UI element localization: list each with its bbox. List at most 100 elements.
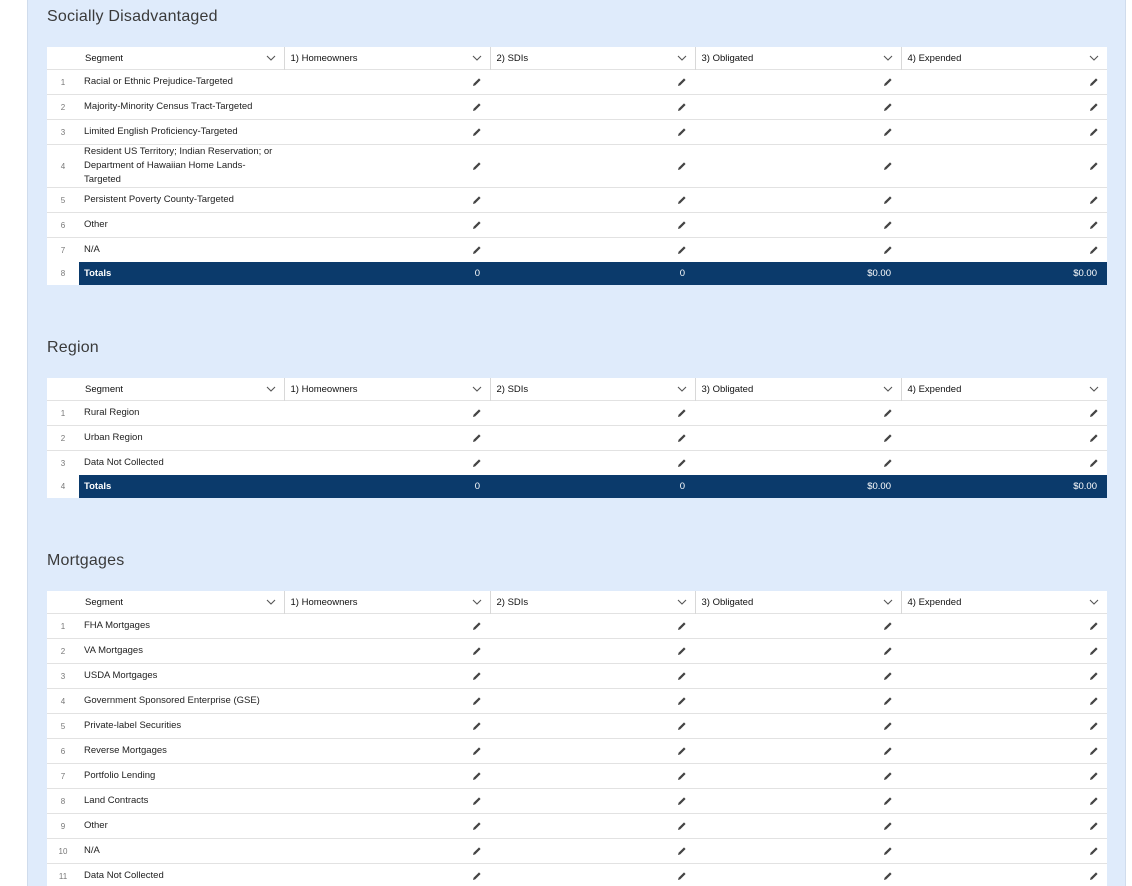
column-header[interactable]: 1) Homeowners xyxy=(283,591,490,614)
editable-cell[interactable] xyxy=(695,813,901,839)
editable-cell[interactable] xyxy=(901,763,1107,789)
editable-cell[interactable] xyxy=(284,400,490,426)
editable-cell[interactable] xyxy=(284,838,490,864)
editable-cell[interactable] xyxy=(284,212,490,238)
editable-cell[interactable] xyxy=(901,788,1107,814)
editable-cell[interactable] xyxy=(490,237,695,262)
column-header[interactable]: 1) Homeowners xyxy=(283,378,490,401)
editable-cell[interactable] xyxy=(901,663,1107,689)
column-header[interactable]: 1) Homeowners xyxy=(283,47,490,70)
editable-cell[interactable] xyxy=(490,788,695,814)
column-header[interactable]: 2) SDIs xyxy=(489,591,695,614)
editable-cell[interactable] xyxy=(695,212,901,238)
editable-cell[interactable] xyxy=(901,813,1107,839)
editable-cell[interactable] xyxy=(695,663,901,689)
editable-cell[interactable] xyxy=(490,738,695,764)
editable-cell[interactable] xyxy=(284,663,490,689)
column-header[interactable]: 4) Expended xyxy=(900,378,1107,401)
editable-cell[interactable] xyxy=(695,788,901,814)
editable-cell[interactable] xyxy=(490,69,695,95)
editable-cell[interactable] xyxy=(490,212,695,238)
editable-cell[interactable] xyxy=(490,613,695,639)
column-header[interactable]: Segment xyxy=(79,591,284,614)
editable-cell[interactable] xyxy=(284,688,490,714)
editable-cell[interactable] xyxy=(901,738,1107,764)
editable-cell[interactable] xyxy=(695,838,901,864)
editable-cell[interactable] xyxy=(284,187,490,213)
editable-cell[interactable] xyxy=(695,738,901,764)
column-header[interactable]: 3) Obligated xyxy=(694,591,901,614)
editable-cell[interactable] xyxy=(284,450,490,475)
editable-cell[interactable] xyxy=(901,94,1107,120)
editable-cell[interactable] xyxy=(901,688,1107,714)
editable-cell[interactable] xyxy=(284,613,490,639)
column-header[interactable]: 2) SDIs xyxy=(489,378,695,401)
column-header[interactable]: Segment xyxy=(79,378,284,401)
editable-cell[interactable] xyxy=(695,713,901,739)
editable-cell[interactable] xyxy=(490,400,695,426)
editable-cell[interactable] xyxy=(284,763,490,789)
editable-cell[interactable] xyxy=(901,838,1107,864)
editable-cell[interactable] xyxy=(695,119,901,145)
editable-cell[interactable] xyxy=(490,688,695,714)
editable-cell[interactable] xyxy=(490,713,695,739)
column-header[interactable]: 4) Expended xyxy=(900,591,1107,614)
column-header[interactable]: 3) Obligated xyxy=(694,378,901,401)
editable-cell[interactable] xyxy=(695,187,901,213)
editable-cell[interactable] xyxy=(901,187,1107,213)
editable-cell[interactable] xyxy=(490,144,695,188)
editable-cell[interactable] xyxy=(490,763,695,789)
editable-cell[interactable] xyxy=(901,119,1107,145)
editable-cell[interactable] xyxy=(284,813,490,839)
editable-cell[interactable] xyxy=(901,237,1107,262)
editable-cell[interactable] xyxy=(284,237,490,262)
editable-cell[interactable] xyxy=(695,144,901,188)
column-header[interactable]: 3) Obligated xyxy=(694,47,901,70)
editable-cell[interactable] xyxy=(284,713,490,739)
editable-cell[interactable] xyxy=(284,144,490,188)
editable-cell[interactable] xyxy=(901,450,1107,475)
column-header[interactable]: 4) Expended xyxy=(900,47,1107,70)
editable-cell[interactable] xyxy=(284,94,490,120)
editable-cell[interactable] xyxy=(284,638,490,664)
editable-cell[interactable] xyxy=(695,638,901,664)
editable-cell[interactable] xyxy=(695,613,901,639)
editable-cell[interactable] xyxy=(490,813,695,839)
editable-cell[interactable] xyxy=(901,638,1107,664)
editable-cell[interactable] xyxy=(695,69,901,95)
editable-cell[interactable] xyxy=(490,638,695,664)
editable-cell[interactable] xyxy=(284,69,490,95)
editable-cell[interactable] xyxy=(901,863,1107,886)
editable-cell[interactable] xyxy=(490,187,695,213)
editable-cell[interactable] xyxy=(695,425,901,451)
editable-cell[interactable] xyxy=(695,688,901,714)
editable-cell[interactable] xyxy=(695,94,901,120)
editable-cell[interactable] xyxy=(901,613,1107,639)
editable-cell[interactable] xyxy=(490,94,695,120)
editable-cell[interactable] xyxy=(284,788,490,814)
editable-cell[interactable] xyxy=(901,425,1107,451)
editable-cell[interactable] xyxy=(284,863,490,886)
editable-cell[interactable] xyxy=(284,738,490,764)
editable-cell[interactable] xyxy=(901,212,1107,238)
editable-cell[interactable] xyxy=(901,144,1107,188)
editable-cell[interactable] xyxy=(695,450,901,475)
column-header[interactable]: Segment xyxy=(79,47,284,70)
editable-cell[interactable] xyxy=(284,119,490,145)
editable-cell[interactable] xyxy=(695,237,901,262)
editable-cell[interactable] xyxy=(490,450,695,475)
editable-cell[interactable] xyxy=(695,400,901,426)
column-header[interactable]: 2) SDIs xyxy=(489,47,695,70)
edit-icon xyxy=(473,459,481,467)
editable-cell[interactable] xyxy=(901,713,1107,739)
editable-cell[interactable] xyxy=(490,119,695,145)
editable-cell[interactable] xyxy=(695,863,901,886)
editable-cell[interactable] xyxy=(490,838,695,864)
editable-cell[interactable] xyxy=(695,763,901,789)
editable-cell[interactable] xyxy=(901,400,1107,426)
editable-cell[interactable] xyxy=(490,425,695,451)
editable-cell[interactable] xyxy=(490,663,695,689)
editable-cell[interactable] xyxy=(490,863,695,886)
editable-cell[interactable] xyxy=(284,425,490,451)
editable-cell[interactable] xyxy=(901,69,1107,95)
